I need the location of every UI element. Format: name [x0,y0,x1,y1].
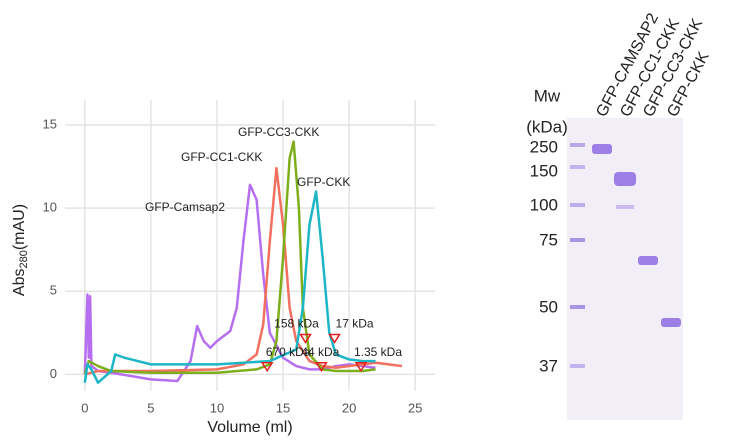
ladder-band [570,305,585,309]
figure: Volume (ml) Abs280(mAU) Mw (kDa) 0 5 10 15 2… [0,0,731,440]
y-tick-label: 10 [43,200,57,215]
x-tick-label: 10 [210,400,224,415]
y-label-sub: 280 [18,250,30,268]
standard-label: 17 kDa [336,317,374,331]
x-tick-label: 5 [147,400,154,415]
series-label: GFP-CC1-CKK [181,150,262,164]
ladder-band [570,165,585,169]
y-axis-label: Abs280(mAU) [11,204,30,296]
x-tick-label: 15 [276,400,290,415]
gel-marker-label: 75 [539,230,558,249]
x-axis-label: Volume (ml) [207,419,292,436]
series-label: GFP-Camsap2 [145,200,225,214]
series-label: GFP-CKK [297,175,350,189]
series-label: GFP-CC3-CKK [238,125,319,139]
standard-label: 44 kDa [301,345,339,359]
gel-marker-label: 150 [530,161,558,180]
gel-marker-label: 50 [539,297,558,316]
ladder-band [570,364,585,368]
gel-background [567,118,683,420]
y-tick-label: 0 [50,366,57,381]
gel-marker-label: 100 [530,195,558,214]
y-label-unit: (mAU) [11,204,28,250]
y-label-main: Abs [11,269,28,297]
standard-label: 1.35 kDa [354,345,402,359]
standard-label: 158 kDa [274,317,319,331]
x-tick-label: 25 [408,400,422,415]
gel-mw-title: Mw [534,86,561,105]
sample-band [592,144,612,154]
ladder-band [570,143,585,147]
ladder-band [570,203,585,207]
x-tick-label: 20 [342,400,356,415]
sample-band [638,256,658,265]
sample-band [661,318,681,327]
gel-marker-label: 37 [539,356,558,375]
sample-band [614,172,636,186]
sample-band [616,205,634,209]
gel-marker-label: 250 [530,137,558,156]
y-tick-label: 15 [43,116,57,131]
y-tick-label: 5 [50,283,57,298]
ladder-band [570,238,585,242]
gel-mw-unit: (kDa) [526,117,568,136]
x-tick-label: 0 [81,400,88,415]
